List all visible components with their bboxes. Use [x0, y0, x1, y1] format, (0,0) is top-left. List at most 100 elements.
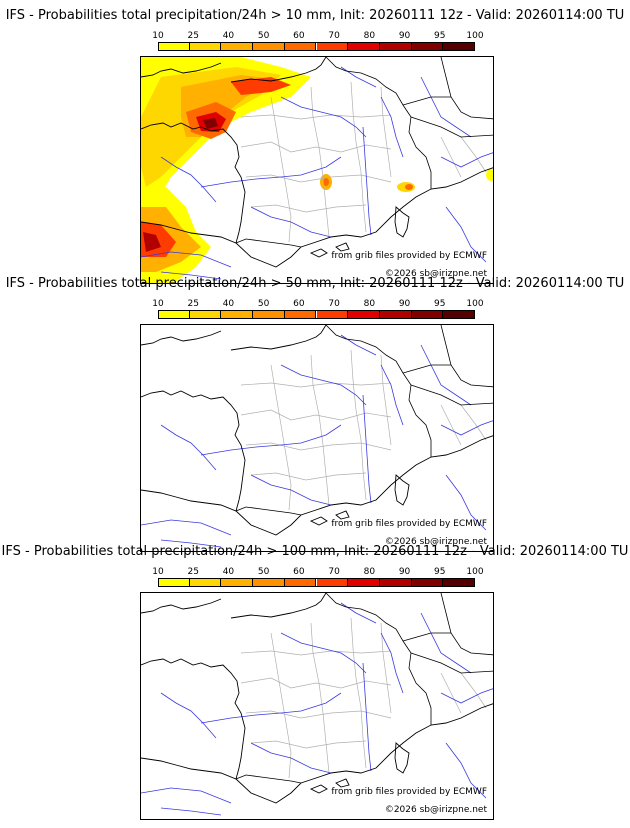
country-border — [440, 325, 493, 388]
coastline — [235, 167, 493, 268]
coastline — [141, 62, 222, 78]
coastline — [141, 390, 246, 512]
colorbar-tick-label: 25 — [187, 299, 199, 309]
colorbar-segment — [379, 42, 412, 51]
country-border — [410, 116, 493, 138]
precip-cell-nice-core — [405, 184, 413, 190]
river — [160, 692, 217, 739]
river — [440, 688, 493, 704]
precip-cell-alps — [486, 169, 493, 181]
region-boundary — [270, 364, 292, 511]
colorbar-segment — [316, 578, 349, 587]
river — [340, 334, 377, 356]
precip-area-channel — [231, 77, 291, 95]
country-border — [402, 96, 451, 106]
region-boundary — [440, 404, 487, 446]
coastline — [141, 658, 246, 780]
coastline — [309, 784, 328, 794]
colorbar-tick-label: 40 — [222, 299, 235, 309]
river — [200, 424, 342, 456]
colorbar-tick-label: 100 — [466, 31, 484, 41]
country-border — [402, 364, 451, 374]
colorbar-segment — [189, 578, 222, 587]
region-boundary — [240, 141, 392, 153]
colorbar-segment — [189, 42, 222, 51]
map-frame: from grib files provided by ECMWF ©2026 … — [140, 56, 494, 284]
region-boundary — [245, 710, 392, 719]
river — [160, 156, 217, 203]
country-border — [235, 774, 302, 784]
panel-title: IFS - Probabilities total precipitation/… — [1, 544, 629, 559]
country-border — [325, 57, 432, 189]
river — [420, 344, 472, 406]
colorbar-segment — [158, 310, 190, 319]
river — [200, 692, 342, 724]
precipitation-layer — [141, 57, 493, 283]
colorbar-segment — [379, 578, 412, 587]
country-border — [410, 384, 493, 406]
region-boundary — [250, 204, 367, 213]
colorbar-tick-label: 100 — [466, 299, 484, 309]
country-border — [325, 325, 432, 457]
coastline — [335, 778, 350, 788]
region-boundary — [380, 622, 392, 714]
river — [160, 539, 222, 548]
colorbar-tick-label: 80 — [363, 31, 376, 41]
colorbar-segment — [348, 42, 380, 51]
coastline — [230, 325, 327, 351]
region-boundary — [380, 354, 392, 446]
data-source-credit: from grib files provided by ECMWF — [331, 787, 487, 797]
river — [362, 662, 372, 772]
colorbar-tick-label: 10 — [152, 299, 164, 309]
colorbar-tick-label: 60 — [293, 567, 305, 577]
river — [362, 394, 372, 504]
colorbar-tick-label: 100 — [466, 567, 484, 577]
region-boundary — [240, 677, 392, 689]
colorbar-tick-label: 80 — [363, 567, 376, 577]
region-boundary — [240, 409, 392, 421]
colorbar-tick-label: 95 — [434, 31, 446, 41]
coastline — [309, 516, 328, 526]
river — [160, 271, 222, 280]
river — [445, 742, 487, 799]
colorbar — [158, 42, 475, 51]
river — [250, 474, 332, 506]
country-border — [410, 652, 493, 674]
colorbar-tick-label: 70 — [328, 31, 340, 41]
river — [362, 126, 372, 236]
colorbar-tick-label: 50 — [257, 299, 270, 309]
colorbar-ticks: 10 25 40 50 60 70 80 90 95 100 — [0, 31, 630, 43]
region-boundary — [240, 650, 392, 656]
region-boundary — [240, 382, 392, 388]
colorbar-segment — [221, 42, 254, 51]
coastline — [235, 703, 493, 804]
colorbar-segment — [379, 310, 412, 319]
colorbar-segment — [284, 42, 317, 51]
colorbar-segment — [253, 42, 285, 51]
basemap — [141, 593, 493, 816]
colorbar-tick-label: 70 — [328, 567, 340, 577]
coastline — [309, 248, 328, 258]
colorbar-tick-label: 90 — [398, 299, 411, 309]
colorbar-segment — [411, 42, 444, 51]
river — [445, 474, 487, 531]
copyright-credit: ©2026 sb@irizpne.net — [384, 805, 487, 815]
map-frame: from grib files provided by ECMWF ©2026 … — [140, 324, 494, 552]
colorbar-segment — [253, 578, 285, 587]
region-boundary — [270, 632, 292, 779]
data-source-credit: from grib files provided by ECMWF — [331, 251, 487, 261]
region-boundary — [380, 86, 392, 178]
region-boundary — [440, 672, 487, 714]
colorbar-tick-label: 10 — [152, 31, 164, 41]
river — [250, 206, 332, 238]
basemap — [141, 325, 493, 548]
river — [380, 364, 404, 426]
river — [340, 602, 377, 624]
colorbar-segment — [158, 578, 190, 587]
river — [440, 420, 493, 436]
panel-title: IFS - Probabilities total precipitation/… — [5, 8, 625, 23]
precip-area-iberia-4 — [143, 232, 161, 252]
coastline — [230, 57, 327, 83]
river — [280, 96, 367, 138]
country-border — [325, 593, 432, 725]
